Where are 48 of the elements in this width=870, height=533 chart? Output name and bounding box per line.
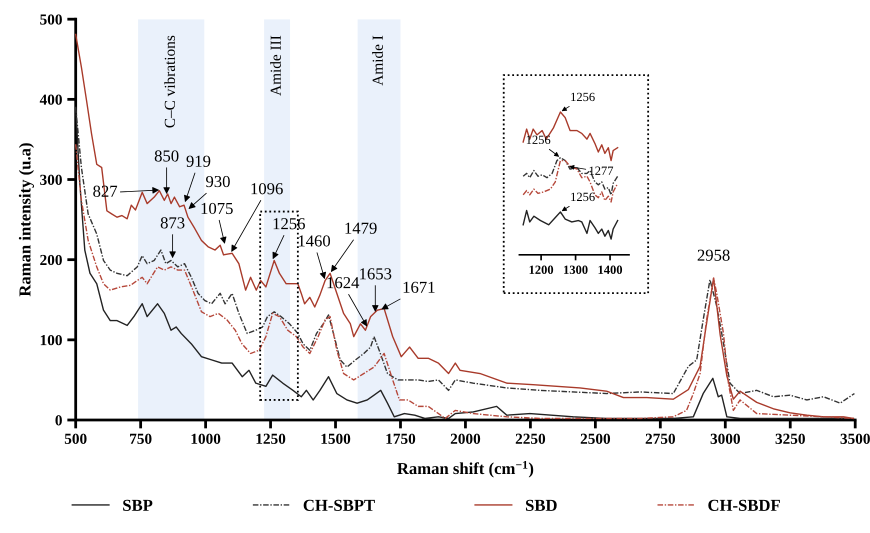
annotation: 1671 xyxy=(404,282,435,293)
legend-label: SBD xyxy=(526,500,557,511)
y-tick-label: 400 xyxy=(40,94,62,105)
band-label: C–C vibrations xyxy=(164,36,176,128)
x-tick-label: 3500 xyxy=(840,434,870,444)
annotation: 1256 xyxy=(274,218,305,230)
legend-label: SBP xyxy=(123,500,152,511)
annotation: 1256 xyxy=(571,92,595,102)
band-label: Amide III xyxy=(270,36,281,96)
x-tick-label: 1250 xyxy=(256,434,286,444)
annotation: 1256 xyxy=(526,136,550,144)
y-tick-label: 500 xyxy=(40,14,62,25)
annotation: 1256 xyxy=(571,192,595,202)
line-series xyxy=(74,34,854,420)
x-tick-label: 500 xyxy=(64,434,87,444)
x-tick-label: 2750 xyxy=(646,434,676,444)
band-label: Amide I xyxy=(372,36,383,86)
x-tick-label: 750 xyxy=(130,434,152,444)
y-tick-label: 100 xyxy=(40,334,62,346)
legend-label: CH-SBDF xyxy=(708,500,780,511)
x-tick-label: 3250 xyxy=(776,434,805,444)
x-tick-label: 1400 xyxy=(598,266,622,274)
annotation: 850 xyxy=(154,150,178,162)
annotation: 1277 xyxy=(590,166,614,175)
x-tick-label: 3000 xyxy=(710,434,740,444)
x-axis-title: Raman shift (cm$^{−1}$) xyxy=(397,460,534,478)
annotation: 2958 xyxy=(698,250,730,261)
legend-label: CH-SBPT xyxy=(304,500,375,511)
annotation: 1075 xyxy=(202,202,233,214)
annotation: 930 xyxy=(206,176,230,188)
annotation: 1479 xyxy=(345,222,377,234)
x-tick-label: 2000 xyxy=(450,434,480,444)
annotation: 919 xyxy=(186,156,210,167)
x-tick-label: 1000 xyxy=(192,434,220,444)
annotation: 1653 xyxy=(360,268,392,280)
y-tick-label: 0 xyxy=(55,415,62,426)
x-tick-label: 1200 xyxy=(530,266,554,274)
x-tick-label: 2500 xyxy=(580,434,610,444)
y-axis-title: Raman intensity (u.a) xyxy=(18,143,34,296)
x-tick-label: 1500 xyxy=(321,434,350,444)
y-tick-label: 200 xyxy=(40,254,62,266)
annotation: 1460 xyxy=(298,235,330,247)
annotation: 1096 xyxy=(251,183,283,194)
x-tick-label: 1750 xyxy=(386,434,416,444)
x-tick-label: 1300 xyxy=(564,266,588,274)
annotation: 873 xyxy=(160,217,184,229)
x-tick-label: 2250 xyxy=(516,434,546,444)
y-tick-label: 300 xyxy=(40,174,62,185)
